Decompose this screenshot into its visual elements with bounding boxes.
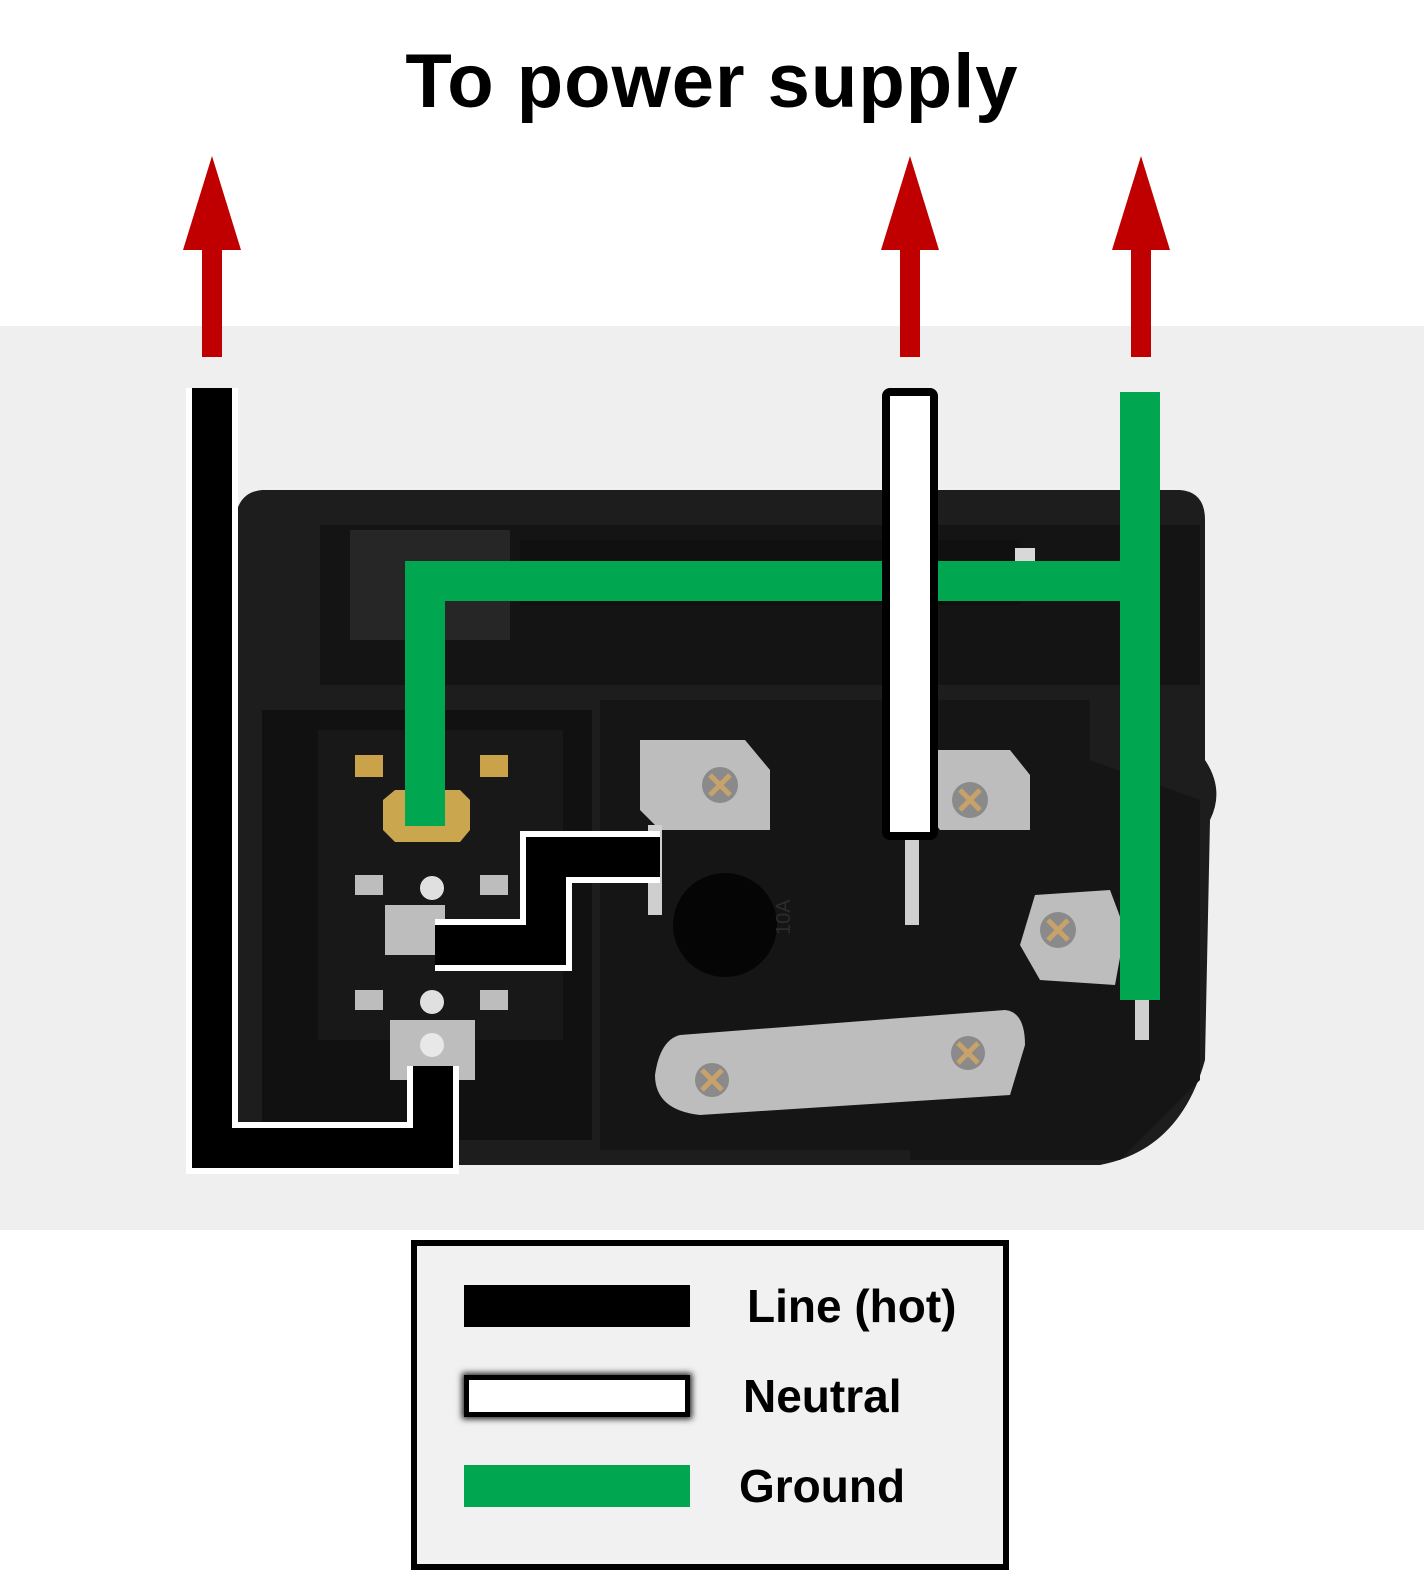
legend-item-ground: Ground: [417, 1456, 1003, 1516]
arrow-up-left: [183, 156, 241, 357]
diagram-title: To power supply: [405, 39, 1019, 124]
mount-hole: [673, 873, 777, 977]
ground-wire: [405, 392, 1160, 1000]
arrow-up-right: [1112, 156, 1170, 357]
legend-item-neutral: Neutral: [417, 1366, 1003, 1426]
legend-label-neutral: Neutral: [743, 1370, 902, 1422]
legend-swatch-ground: [464, 1465, 690, 1507]
legend-item-line: Line (hot): [417, 1276, 1003, 1336]
legend-swatch-line: [464, 1285, 690, 1327]
legend: Line (hot) Neutral Ground: [411, 1240, 1009, 1570]
line-wire: [186, 388, 660, 1174]
legend-swatch-neutral: [464, 1375, 690, 1417]
terminal-lug-center: [905, 750, 1030, 925]
connector-marking: 10A: [773, 899, 795, 935]
legend-label-line: Line (hot): [747, 1280, 957, 1332]
legend-label-ground: Ground: [739, 1460, 906, 1512]
neutral-wire: [882, 388, 938, 840]
terminal-bar-bottom: [655, 1010, 1025, 1115]
arrow-up-center: [881, 156, 939, 357]
